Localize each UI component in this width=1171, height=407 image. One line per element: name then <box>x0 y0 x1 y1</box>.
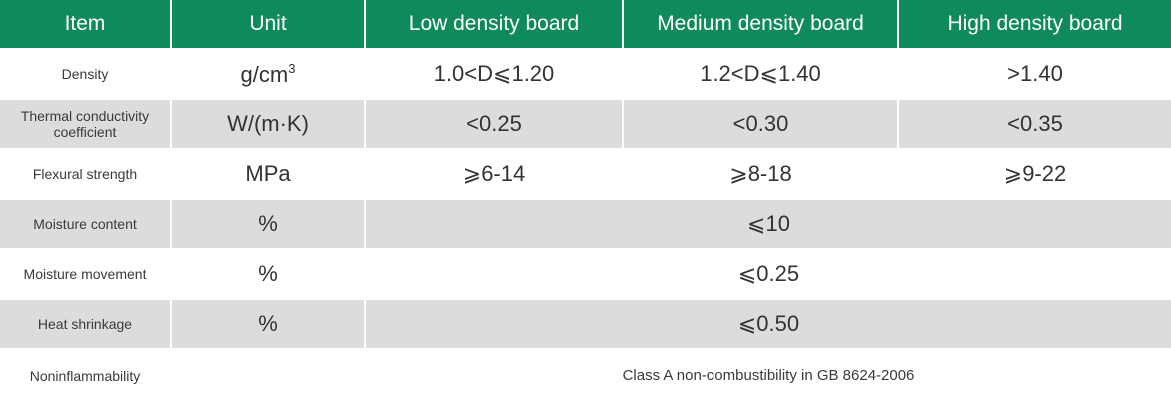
header-low-density: Low density board <box>365 0 624 49</box>
table-row: Heat shrinkage % ⩽0.50 <box>0 298 1171 349</box>
row-unit: W/(m·K) <box>171 98 366 149</box>
row-unit: % <box>171 248 366 299</box>
row-medium-value: <0.30 <box>623 98 899 149</box>
table-body: Density g/cm3 1.0<D⩽1.20 1.2<D⩽1.40 >1.4… <box>0 48 1171 401</box>
row-high-value: >1.40 <box>898 48 1171 99</box>
row-unit: g/cm3 <box>171 48 366 99</box>
row-low-value: ⩾6-14 <box>365 148 624 199</box>
row-item: Thermal conductivity coefficient <box>0 98 172 149</box>
row-merged-value: Class A non-combustibility in GB 8624-20… <box>365 348 1171 401</box>
row-unit: MPa <box>171 148 366 199</box>
row-merged-value: ⩽0.25 <box>365 248 1171 299</box>
row-item: Flexural strength <box>0 148 172 199</box>
table-row: Noninflammability Class A non-combustibi… <box>0 348 1171 401</box>
table-header: Item Unit Low density board Medium densi… <box>0 0 1171 49</box>
table-row: Density g/cm3 1.0<D⩽1.20 1.2<D⩽1.40 >1.4… <box>0 48 1171 99</box>
row-item: Moisture movement <box>0 248 172 299</box>
header-unit: Unit <box>171 0 366 49</box>
row-unit: % <box>171 298 366 349</box>
row-item: Moisture content <box>0 198 172 249</box>
row-unit <box>171 348 366 401</box>
unit-base: g/cm <box>240 61 289 87</box>
table-row: Moisture movement % ⩽0.25 <box>0 248 1171 299</box>
row-merged-value: ⩽10 <box>365 198 1171 249</box>
row-low-value: <0.25 <box>365 98 624 149</box>
table-row: Thermal conductivity coefficient W/(m·K) … <box>0 98 1171 149</box>
header-row: Item Unit Low density board Medium densi… <box>0 0 1171 49</box>
row-item: Density <box>0 48 172 99</box>
header-medium-density: Medium density board <box>623 0 899 49</box>
header-item: Item <box>0 0 172 49</box>
unit-superscript: 3 <box>288 60 296 76</box>
table-row: Flexural strength MPa ⩾6-14 ⩾8-18 ⩾9-22 <box>0 148 1171 199</box>
row-item: Noninflammability <box>0 348 172 401</box>
table-row: Moisture content % ⩽10 <box>0 198 1171 249</box>
row-item: Heat shrinkage <box>0 298 172 349</box>
row-medium-value: 1.2<D⩽1.40 <box>623 48 899 99</box>
row-low-value: 1.0<D⩽1.20 <box>365 48 624 99</box>
row-high-value: ⩾9-22 <box>898 148 1171 199</box>
row-high-value: <0.35 <box>898 98 1171 149</box>
row-medium-value: ⩾8-18 <box>623 148 899 199</box>
row-item-line2: coefficient <box>53 124 117 140</box>
header-high-density: High density board <box>898 0 1171 49</box>
row-unit: % <box>171 198 366 249</box>
row-item-line1: Thermal conductivity <box>20 108 150 124</box>
row-merged-value: ⩽0.50 <box>365 298 1171 349</box>
